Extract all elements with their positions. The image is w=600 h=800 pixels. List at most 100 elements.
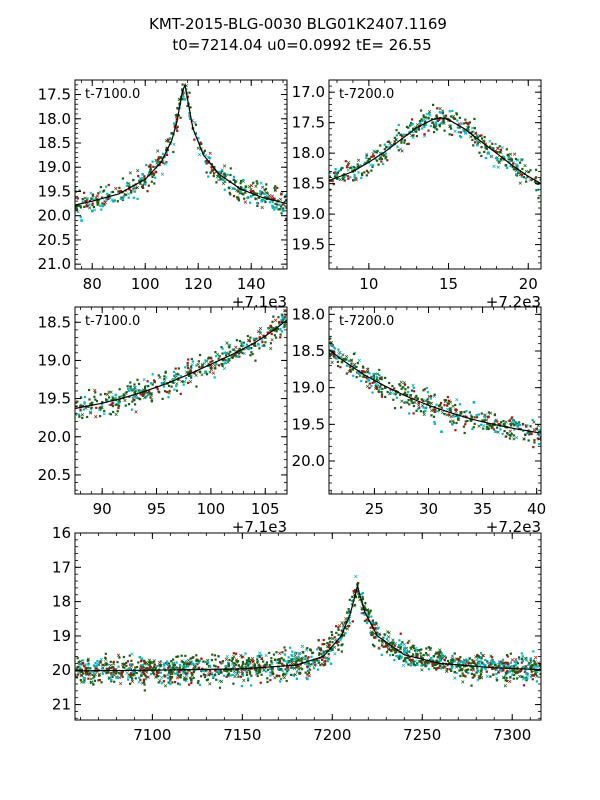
data-point [317, 653, 321, 656]
data-point [250, 351, 253, 354]
data-point [273, 198, 276, 201]
data-point [186, 662, 189, 665]
data-point [369, 626, 372, 629]
data-point [229, 674, 232, 677]
data-point-x [386, 639, 390, 643]
data-point [329, 337, 332, 340]
data-point [268, 201, 271, 204]
data-point [468, 657, 471, 660]
data-point [195, 659, 198, 663]
data-point [492, 148, 495, 151]
data-point [425, 399, 428, 402]
data-point [465, 658, 468, 661]
data-point [525, 180, 528, 183]
data-point [94, 391, 97, 394]
data-point [522, 684, 526, 687]
data-point [444, 399, 448, 402]
data-point [433, 393, 436, 396]
data-point-x [188, 368, 193, 372]
data-point [470, 131, 473, 135]
data-point-x [88, 411, 93, 415]
data-point [239, 666, 242, 669]
data-point [524, 666, 527, 670]
data-point [416, 663, 419, 667]
data-point [150, 392, 153, 395]
data-point [264, 200, 267, 204]
series-KMTA-point [497, 423, 501, 426]
data-point [169, 676, 173, 680]
data-point [268, 651, 271, 655]
data-point [517, 425, 520, 428]
data-point [254, 359, 257, 362]
data-point-x [498, 661, 503, 666]
data-point-x [411, 383, 415, 387]
data-point [82, 664, 86, 667]
series-KMTC-point [367, 157, 371, 161]
data-point [292, 673, 295, 677]
data-point [371, 381, 374, 385]
data-point [139, 182, 142, 185]
data-point [271, 671, 274, 674]
data-point-x [496, 165, 500, 169]
data-point [76, 197, 79, 200]
data-point [418, 121, 422, 124]
data-point [486, 660, 489, 663]
data-point [357, 592, 360, 595]
data-point [394, 138, 398, 141]
data-point [240, 656, 244, 659]
data-point [527, 439, 530, 442]
data-point [349, 176, 352, 179]
data-point [415, 394, 418, 398]
data-point [342, 634, 346, 637]
data-point [150, 400, 153, 403]
data-point [280, 212, 283, 215]
data-point [518, 656, 521, 659]
data-point [195, 654, 198, 657]
data-point [515, 677, 519, 680]
y-tick-label: 19.5 [292, 236, 325, 254]
data-point [322, 664, 325, 667]
data-point [416, 653, 419, 656]
data-point [407, 386, 410, 389]
data-point [406, 650, 409, 653]
data-point [262, 660, 265, 663]
data-point [439, 659, 442, 662]
data-point [361, 371, 364, 374]
series-KMTS-point [304, 662, 307, 665]
data-point-x [525, 673, 530, 677]
data-point [535, 176, 538, 179]
data-point [143, 387, 147, 390]
data-point [173, 125, 176, 128]
data-point-x [297, 667, 301, 671]
data-point-x [89, 191, 93, 195]
data-point [157, 374, 160, 377]
data-point [341, 166, 344, 170]
figure-title-line2: t0=7214.04 u0=0.0992 tE= 26.55 [172, 36, 431, 54]
data-point [347, 619, 350, 622]
data-point-x [130, 679, 135, 684]
data-point [364, 601, 367, 605]
data-point [407, 126, 410, 129]
x-tick-label: 7150 [223, 726, 261, 744]
data-point-x [107, 675, 111, 680]
data-point [229, 167, 232, 170]
data-point [106, 192, 109, 195]
data-point [446, 664, 449, 667]
data-point [330, 343, 333, 347]
data-point [351, 595, 354, 598]
data-point [167, 681, 170, 684]
data-point [79, 216, 82, 219]
data-point [132, 187, 135, 190]
data-point [478, 656, 481, 659]
data-point [343, 358, 346, 361]
data-point [375, 375, 378, 379]
data-point [496, 159, 499, 162]
data-point-x [156, 149, 160, 153]
y-tick-label: 20.0 [292, 452, 325, 470]
data-point [118, 388, 121, 391]
data-point-x [201, 669, 205, 673]
data-point-x [111, 662, 116, 666]
data-point [467, 671, 470, 675]
data-point [482, 427, 485, 430]
data-point [402, 648, 406, 651]
